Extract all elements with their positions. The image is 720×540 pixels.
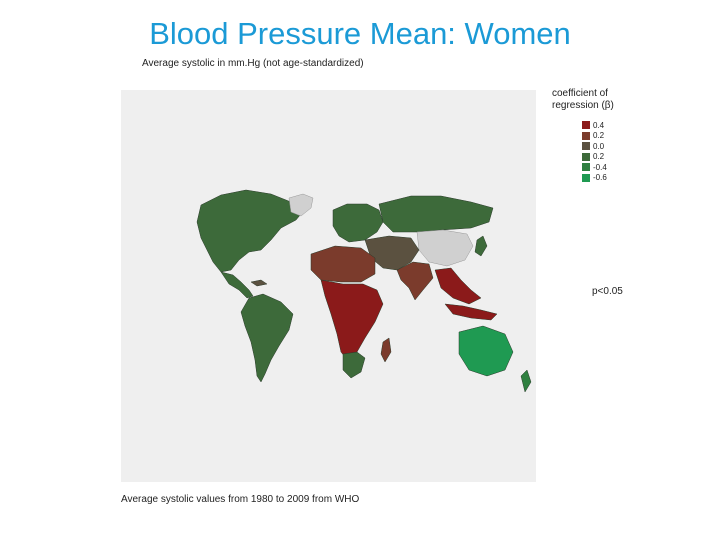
legend-swatch <box>582 152 590 161</box>
legend-label: 0.2 <box>593 131 605 141</box>
region-new-zealand <box>520 369 532 393</box>
legend-item: 0.2 <box>582 152 607 163</box>
world-map-svg <box>196 189 532 393</box>
legend-item: 0.0 <box>582 141 607 152</box>
significance-note: p<0.05 <box>592 286 623 297</box>
region-caribbean <box>250 279 268 287</box>
region-southern-africa <box>342 351 366 379</box>
source-note: Average systolic values from 1980 to 200… <box>121 494 360 505</box>
region-southeast-asia <box>434 267 482 305</box>
region-central-america <box>220 271 254 299</box>
region-north-asia <box>378 195 494 233</box>
region-australia <box>458 325 514 377</box>
legend-label: 0.0 <box>593 141 605 151</box>
region-south-asia <box>396 261 434 301</box>
region-madagascar <box>380 337 392 363</box>
region-north-america <box>196 189 307 273</box>
region-indonesia <box>444 303 498 321</box>
legend-swatch <box>582 142 590 151</box>
region-china <box>416 229 474 267</box>
region-greenland <box>288 193 314 217</box>
legend-title: coefficient of regression (β) <box>552 88 614 111</box>
legend-swatch <box>582 173 590 182</box>
region-south-america <box>240 293 294 383</box>
legend-label: 0.4 <box>593 120 605 130</box>
region-japan <box>474 235 488 257</box>
legend-swatch <box>582 131 590 140</box>
legend-item: -0.4 <box>582 162 607 173</box>
region-north-africa <box>310 245 376 283</box>
legend: 0.4 0.2 0.0 0.2 -0.4 -0.6 <box>582 120 607 183</box>
legend-swatch <box>582 163 590 172</box>
legend-swatch <box>582 121 590 130</box>
legend-item: 0.4 <box>582 120 607 131</box>
legend-item: 0.2 <box>582 131 607 142</box>
legend-label: -0.4 <box>593 162 607 172</box>
map-subtitle: Average systolic in mm.Hg (not age-stand… <box>142 58 364 69</box>
region-europe <box>332 203 384 243</box>
legend-label: -0.6 <box>593 173 607 183</box>
legend-label: 0.2 <box>593 152 605 162</box>
page-title: Blood Pressure Mean: Women <box>149 16 571 51</box>
world-map <box>121 90 536 482</box>
legend-item: -0.6 <box>582 173 607 184</box>
region-sub-saharan-africa <box>320 279 384 363</box>
